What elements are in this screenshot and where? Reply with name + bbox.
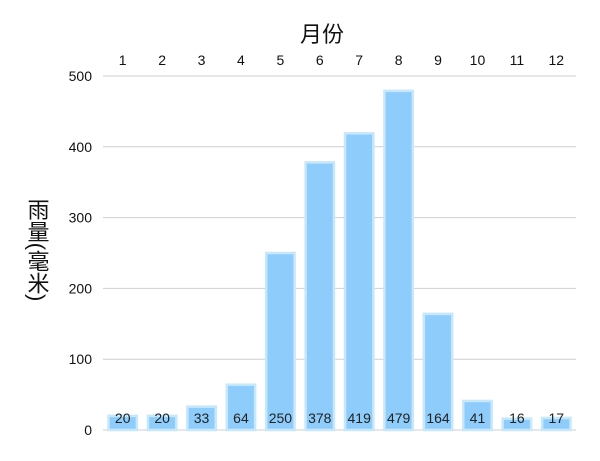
x-tick-label: 4: [237, 52, 245, 68]
y-axis-ticks: 0 100 200 300 400 500: [69, 68, 93, 438]
y-tick-label: 0: [84, 422, 92, 438]
x-axis-title: 月份: [300, 22, 344, 47]
bar: [186, 405, 217, 432]
x-tick-label: 5: [276, 52, 284, 68]
data-label: 479: [387, 410, 411, 426]
bars: [107, 89, 572, 432]
bar: [107, 414, 139, 432]
data-label: 20: [115, 410, 131, 426]
y-tick-label: 400: [69, 139, 93, 155]
data-label: 64: [233, 410, 249, 426]
data-label: 33: [194, 410, 210, 426]
bar: [146, 414, 178, 432]
bar: [501, 417, 533, 432]
x-tick-label: 9: [434, 52, 442, 68]
bar: [422, 312, 454, 432]
y-tick-label: 200: [69, 280, 93, 296]
data-label: 419: [348, 410, 372, 426]
bar: [343, 132, 375, 432]
x-tick-label: 1: [119, 52, 127, 68]
y-tick-label: 500: [69, 68, 93, 84]
bar: [304, 161, 336, 432]
data-label: 378: [308, 410, 332, 426]
x-tick-label: 10: [470, 52, 486, 68]
data-label: 17: [549, 410, 565, 426]
x-tick-label: 7: [355, 52, 363, 68]
data-label: 20: [154, 410, 170, 426]
y-axis-title: 雨量(毫米): [25, 199, 50, 302]
y-tick-label: 300: [69, 210, 93, 226]
bar: [383, 89, 415, 432]
x-axis-ticks: 1 2 3 4 5 6 7 8 9 10 11 12: [119, 52, 564, 68]
data-label: 164: [426, 410, 450, 426]
bar: [462, 399, 493, 432]
x-tick-label: 8: [395, 52, 403, 68]
bar: [540, 416, 572, 432]
gridlines: [103, 75, 576, 431]
bar: [264, 251, 296, 432]
data-labels: 20 20 33 64 250 378 419 479 164 41 16 17: [115, 410, 564, 426]
x-tick-label: 2: [158, 52, 166, 68]
x-tick-label: 6: [316, 52, 324, 68]
x-tick-label: 11: [510, 52, 525, 68]
data-label: 250: [269, 410, 293, 426]
x-tick-label: 3: [198, 52, 206, 68]
x-tick-label: 12: [549, 52, 565, 68]
data-label: 41: [470, 410, 486, 426]
y-tick-label: 100: [69, 351, 93, 367]
data-label: 16: [509, 410, 525, 426]
bar: [225, 383, 257, 432]
